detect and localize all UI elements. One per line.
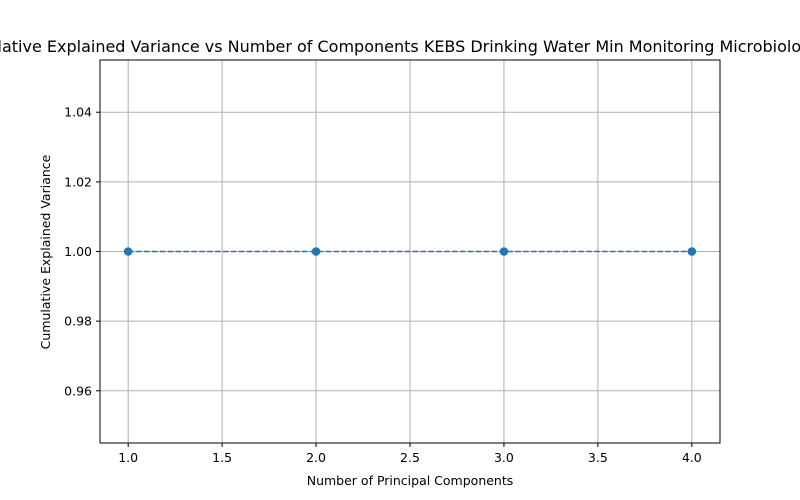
x-tick-label: 3.0 xyxy=(494,450,514,465)
y-tick-label: 1.04 xyxy=(64,105,92,120)
y-tick-label: 0.96 xyxy=(64,383,92,398)
x-axis-label: Number of Principal Components xyxy=(307,473,514,488)
x-tick-label: 1.0 xyxy=(118,450,138,465)
x-tick-label: 2.0 xyxy=(306,450,326,465)
chart-title: Cumulative Explained Variance vs Number … xyxy=(0,37,800,56)
y-tick-label: 1.00 xyxy=(64,244,92,259)
x-axis: 1.0 1.5 2.0 2.5 3.0 3.5 4.0 xyxy=(118,443,702,465)
x-tick-label: 3.5 xyxy=(588,450,608,465)
y-axis-label: Cumulative Explained Variance xyxy=(38,154,53,349)
data-point xyxy=(123,247,133,256)
series-group xyxy=(123,247,697,256)
x-tick-label: 1.5 xyxy=(212,450,232,465)
x-tick-label: 2.5 xyxy=(400,450,420,465)
y-tick-label: 1.02 xyxy=(64,174,92,189)
y-axis: 0.96 0.98 1.00 1.02 1.04 xyxy=(64,105,100,398)
data-point xyxy=(499,247,509,256)
x-tick-label: 4.0 xyxy=(682,450,702,465)
y-tick-label: 0.98 xyxy=(64,314,92,329)
data-point xyxy=(311,247,321,256)
data-point xyxy=(687,247,697,256)
